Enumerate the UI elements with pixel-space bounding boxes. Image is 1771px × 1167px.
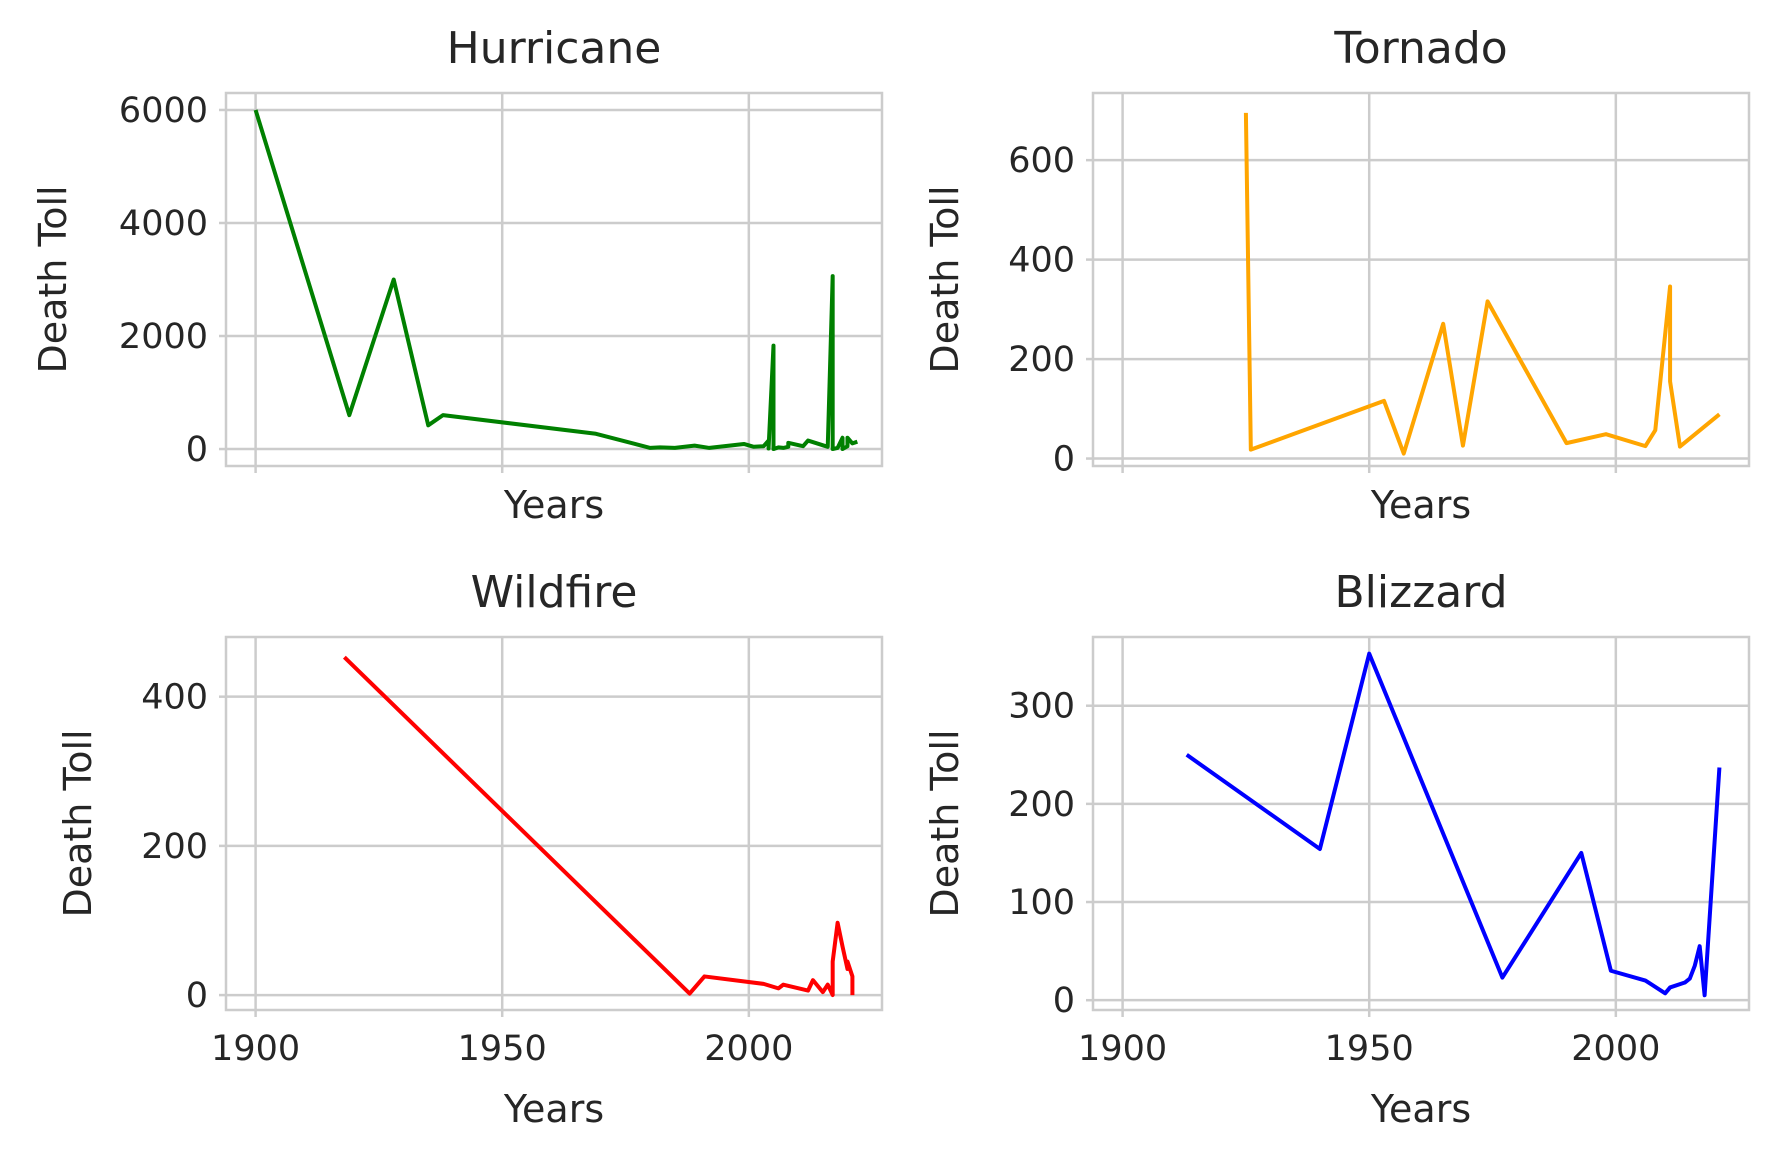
tornado-ytick-label-200: 200 (1008, 340, 1075, 380)
tornado-ytick-label-0: 0 (1053, 440, 1075, 480)
hurricane-series-line (253, 109, 858, 452)
tornado-x-axis-label: Years (1370, 483, 1471, 527)
hurricane-plot-frame (224, 91, 884, 468)
hurricane-x-axis-label: Years (503, 483, 604, 527)
wildfire-plot-frame (224, 635, 884, 1012)
hurricane-ytick-label-0: 0 (186, 430, 208, 470)
wildfire-xtick-label-1900: 1900 (211, 1029, 300, 1069)
blizzard-ytick-label-0: 0 (1053, 981, 1075, 1021)
blizzard-subplot: 0 100 200 300 1900 1950 2000 Blizzard Years Death… (923, 567, 1751, 1131)
hurricane-y-axis-label: Death Toll (31, 185, 75, 373)
wildfire-y-axis-label: Death Toll (56, 729, 100, 917)
wildfire-xtick-label-2000: 2000 (704, 1029, 793, 1069)
hurricane-ytick-label-6000: 6000 (119, 91, 208, 131)
tornado-y-axis-label: Death Toll (923, 185, 967, 373)
blizzard-ytick-label-100: 100 (1008, 883, 1075, 923)
blizzard-y-axis-label: Death Toll (923, 729, 967, 917)
wildfire-title: Wildfire (471, 567, 638, 618)
tornado-ytick-label-600: 600 (1008, 141, 1075, 181)
blizzard-series-line (1185, 651, 1722, 998)
wildfire-ytick-label-400: 400 (141, 678, 208, 718)
wildfire-ytick-label-0: 0 (186, 976, 208, 1016)
tornado-series-line (1243, 112, 1721, 456)
blizzard-xtick-label-1950: 1950 (1325, 1029, 1414, 1069)
hurricane-subplot: 0 2000 4000 6000 Hurricane Years Death Toll (31, 23, 884, 527)
blizzard-x-axis-label: Years (1370, 1087, 1471, 1131)
hurricane-ytick-label-4000: 4000 (119, 204, 208, 244)
wildfire-series-line (342, 655, 855, 998)
blizzard-ytick-label-300: 300 (1008, 687, 1075, 727)
tornado-ytick-label-400: 400 (1008, 241, 1075, 281)
blizzard-xtick-label-2000: 2000 (1571, 1029, 1660, 1069)
blizzard-ytick-label-200: 200 (1008, 785, 1075, 825)
wildfire-ytick-label-200: 200 (141, 827, 208, 867)
blizzard-title: Blizzard (1334, 567, 1507, 618)
wildfire-x-axis-label: Years (503, 1087, 604, 1131)
hurricane-title: Hurricane (447, 23, 662, 74)
tornado-title: Tornado (1333, 23, 1507, 74)
wildfire-subplot: 0 200 400 1900 1950 2000 Wildfire Years Death To… (56, 567, 884, 1131)
blizzard-plot-frame (1091, 635, 1751, 1012)
tornado-plot-frame (1091, 91, 1751, 468)
blizzard-xtick-label-1900: 1900 (1078, 1029, 1167, 1069)
tornado-subplot: 0 200 400 600 Tornado Years Death Toll (923, 23, 1751, 527)
hurricane-ytick-label-2000: 2000 (119, 317, 208, 357)
wildfire-xtick-label-1950: 1950 (458, 1029, 547, 1069)
